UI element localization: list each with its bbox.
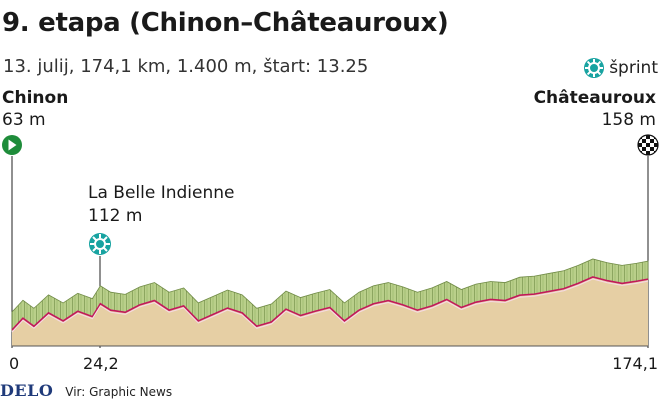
elevation-line: [11, 276, 649, 331]
sprint-place: La Belle Indienne 112 m: [88, 182, 235, 228]
profile-layer: [11, 258, 649, 346]
stage-details: 13. julij, 174,1 km, 1.400 m, štart: 13.…: [3, 56, 369, 77]
elevation-line-shadow: [11, 278, 649, 333]
sprint-elevation: 112 m: [88, 206, 143, 226]
start-place: Chinon 63 m: [2, 87, 68, 131]
source-credit: Vir: Graphic News: [65, 385, 173, 399]
elevation-profile-chart: [2, 134, 659, 348]
legend: šprint: [583, 57, 658, 79]
profile-base-area: [12, 276, 648, 346]
start-elevation: 63 m: [2, 110, 46, 130]
x-tick-sprint: 24,2: [83, 354, 119, 373]
x-tick-end: 174,1: [612, 354, 658, 373]
footer: DELO Vir: Graphic News: [0, 381, 172, 400]
start-name: Chinon: [2, 88, 69, 108]
checkered-flag-icon: [637, 134, 659, 156]
x-tick-start: 0: [9, 354, 20, 373]
sprint-marker-icon: [89, 233, 111, 255]
sprint-name: La Belle Indienne: [88, 183, 235, 203]
delo-logo: DELO: [0, 381, 54, 400]
start-play-icon: [2, 135, 22, 155]
finish-elevation: 158 m: [601, 110, 656, 130]
legend-sprint-label: šprint: [609, 58, 658, 78]
finish-name: Châteauroux: [533, 88, 656, 108]
stage-title: 9. etapa (Chinon–Châteauroux): [2, 8, 449, 38]
finish-place: Châteauroux 158 m: [534, 87, 656, 131]
sprint-icon: [584, 58, 605, 78]
